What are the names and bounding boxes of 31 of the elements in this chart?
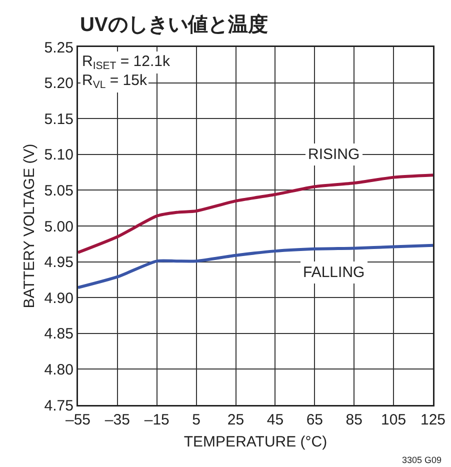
x-tick-label: –15	[144, 412, 170, 428]
x-tick-label: 85	[346, 412, 362, 428]
x-tick-label: 25	[227, 412, 244, 428]
y-tick-label: 5.05	[44, 182, 74, 200]
y-tick-label: 5.15	[44, 110, 74, 128]
y-tick-label: 4.75	[44, 397, 74, 414]
x-axis-title: TEMPERATURE (°C)	[184, 433, 328, 450]
x-tick-label: –35	[104, 412, 130, 428]
y-axis-title: BATTERY VOLTAGE (V)	[20, 144, 38, 308]
y-tick-label: 4.95	[44, 254, 74, 272]
x-tick-label: 5	[192, 412, 200, 428]
x-tick-label: 105	[381, 412, 406, 428]
y-tick-label: 5.20	[44, 75, 74, 92]
y-tick-label: 4.90	[44, 290, 74, 307]
x-tick-label: 125	[420, 412, 446, 428]
y-tick-label: 5.25	[44, 39, 74, 56]
annotation: R$_{VL}$ = 15k	[82, 72, 148, 92]
y-tick-label: 4.80	[44, 361, 74, 378]
y-tick-label: 5.10	[44, 146, 74, 164]
line-series	[78, 244, 433, 290]
chart-title: UVのしきい値と温度	[80, 13, 268, 36]
y-tick-label: 5.00	[44, 218, 74, 236]
line-series	[78, 174, 433, 254]
text: 3305 G09	[402, 455, 442, 465]
series-label: RISING	[308, 146, 360, 163]
x-tick-label: 45	[266, 412, 284, 428]
x-tick-label: –55	[65, 412, 91, 428]
y-tick-label: 4.85	[44, 326, 74, 343]
series-label: FALLING	[303, 264, 365, 281]
x-tick-label: 65	[306, 412, 324, 428]
annotation: R$_{ISET}$ = 12.1k	[82, 53, 170, 72]
